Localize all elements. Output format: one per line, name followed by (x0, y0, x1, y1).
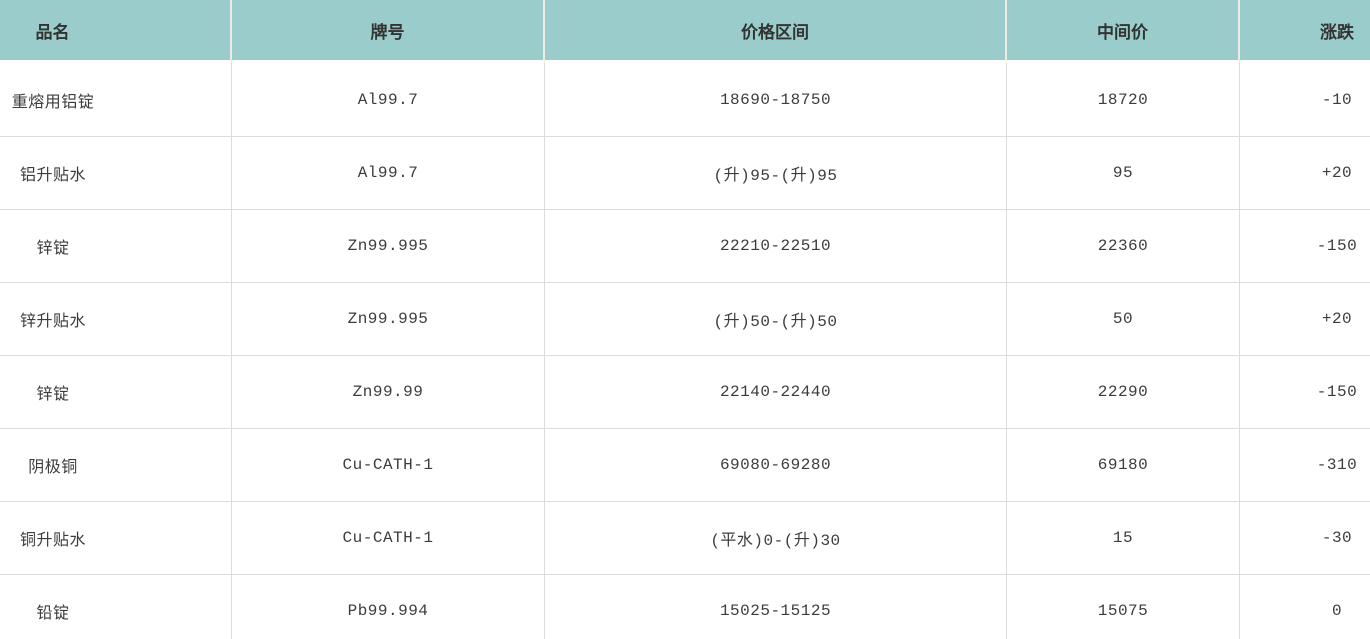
cell-change: -30 (1240, 501, 1370, 574)
col-header-price-range: 价格区间 (545, 0, 1007, 63)
cell-product-name: 铜升贴水 (0, 501, 232, 574)
cell-product-name: 铝升贴水 (0, 136, 232, 209)
table-header: 品名 牌号 价格区间 中间价 涨跌 (0, 0, 1370, 63)
cell-price-range: (升)50-(升)50 (545, 282, 1007, 355)
table-row: 锌锭 Zn99.995 22210-22510 22360 -150 (0, 209, 1370, 282)
cell-mid-price: 95 (1007, 136, 1240, 209)
cell-grade: Zn99.99 (232, 355, 545, 428)
table-row: 铅锭 Pb99.994 15025-15125 15075 0 (0, 574, 1370, 639)
table-row: 锌升贴水 Zn99.995 (升)50-(升)50 50 +20 (0, 282, 1370, 355)
cell-price-range: 22140-22440 (545, 355, 1007, 428)
cell-grade: Al99.7 (232, 63, 545, 136)
table-row: 重熔用铝锭 Al99.7 18690-18750 18720 -10 (0, 63, 1370, 136)
table-row: 阴极铜 Cu-CATH-1 69080-69280 69180 -310 (0, 428, 1370, 501)
header-row: 品名 牌号 价格区间 中间价 涨跌 (0, 0, 1370, 63)
cell-mid-price: 22290 (1007, 355, 1240, 428)
col-header-product-name: 品名 (0, 0, 232, 63)
cell-price-range: 69080-69280 (545, 428, 1007, 501)
cell-mid-price: 22360 (1007, 209, 1240, 282)
cell-product-name: 锌锭 (0, 355, 232, 428)
cell-product-name: 锌升贴水 (0, 282, 232, 355)
cell-price-range: 22210-22510 (545, 209, 1007, 282)
cell-mid-price: 69180 (1007, 428, 1240, 501)
col-header-grade: 牌号 (232, 0, 545, 63)
cell-grade: Pb99.994 (232, 574, 545, 639)
col-header-mid-price: 中间价 (1007, 0, 1240, 63)
cell-product-name: 铅锭 (0, 574, 232, 639)
cell-change: -150 (1240, 355, 1370, 428)
cell-product-name: 重熔用铝锭 (0, 63, 232, 136)
table-row: 铜升贴水 Cu-CATH-1 (平水)0-(升)30 15 -30 (0, 501, 1370, 574)
cell-mid-price: 15075 (1007, 574, 1240, 639)
table-row: 锌锭 Zn99.99 22140-22440 22290 -150 (0, 355, 1370, 428)
cell-change: 0 (1240, 574, 1370, 639)
cell-grade: Cu-CATH-1 (232, 428, 545, 501)
cell-price-range: (平水)0-(升)30 (545, 501, 1007, 574)
cell-mid-price: 18720 (1007, 63, 1240, 136)
cell-change: -150 (1240, 209, 1370, 282)
cell-change: +20 (1240, 136, 1370, 209)
table-row: 铝升贴水 Al99.7 (升)95-(升)95 95 +20 (0, 136, 1370, 209)
cell-grade: Al99.7 (232, 136, 545, 209)
cell-change: -310 (1240, 428, 1370, 501)
cell-change: -10 (1240, 63, 1370, 136)
cell-mid-price: 50 (1007, 282, 1240, 355)
cell-product-name: 锌锭 (0, 209, 232, 282)
cell-mid-price: 15 (1007, 501, 1240, 574)
cell-grade: Zn99.995 (232, 209, 545, 282)
cell-price-range: 15025-15125 (545, 574, 1007, 639)
table-body: 重熔用铝锭 Al99.7 18690-18750 18720 -10 铝升贴水 … (0, 63, 1370, 639)
cell-price-range: 18690-18750 (545, 63, 1007, 136)
col-header-change: 涨跌 (1240, 0, 1370, 63)
cell-grade: Zn99.995 (232, 282, 545, 355)
cell-product-name: 阴极铜 (0, 428, 232, 501)
cell-price-range: (升)95-(升)95 (545, 136, 1007, 209)
cell-change: +20 (1240, 282, 1370, 355)
cell-grade: Cu-CATH-1 (232, 501, 545, 574)
